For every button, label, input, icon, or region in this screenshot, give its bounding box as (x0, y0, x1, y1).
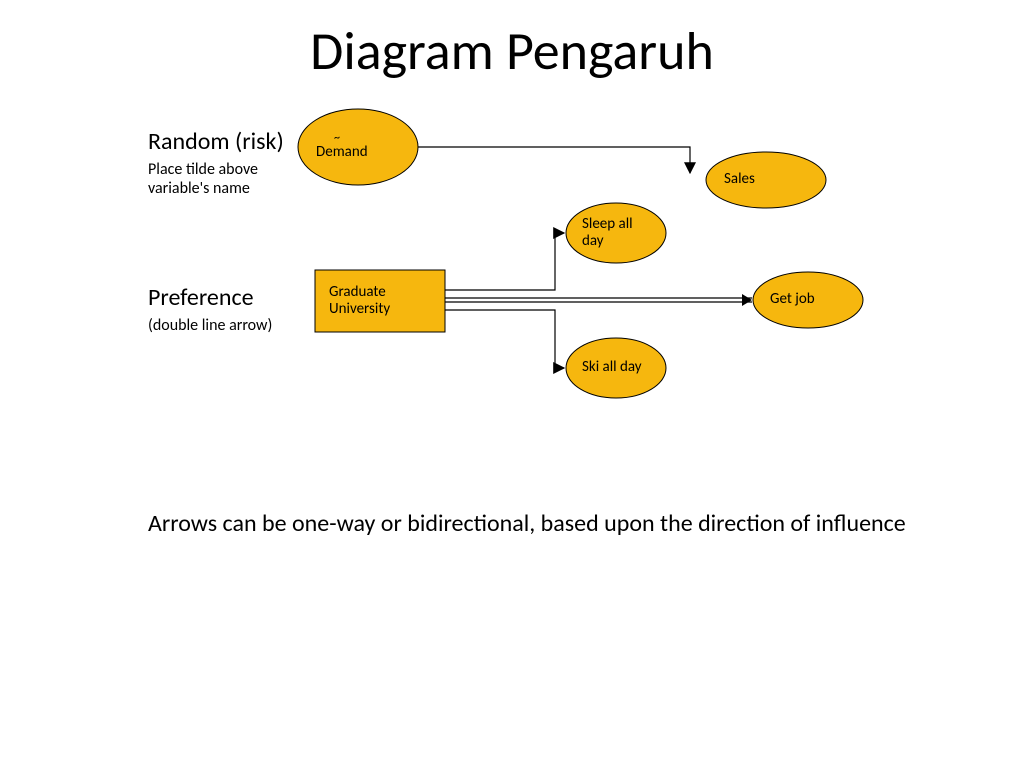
influence-diagram: ~DemandSalesSleep all daySki all dayGet … (0, 0, 1024, 768)
